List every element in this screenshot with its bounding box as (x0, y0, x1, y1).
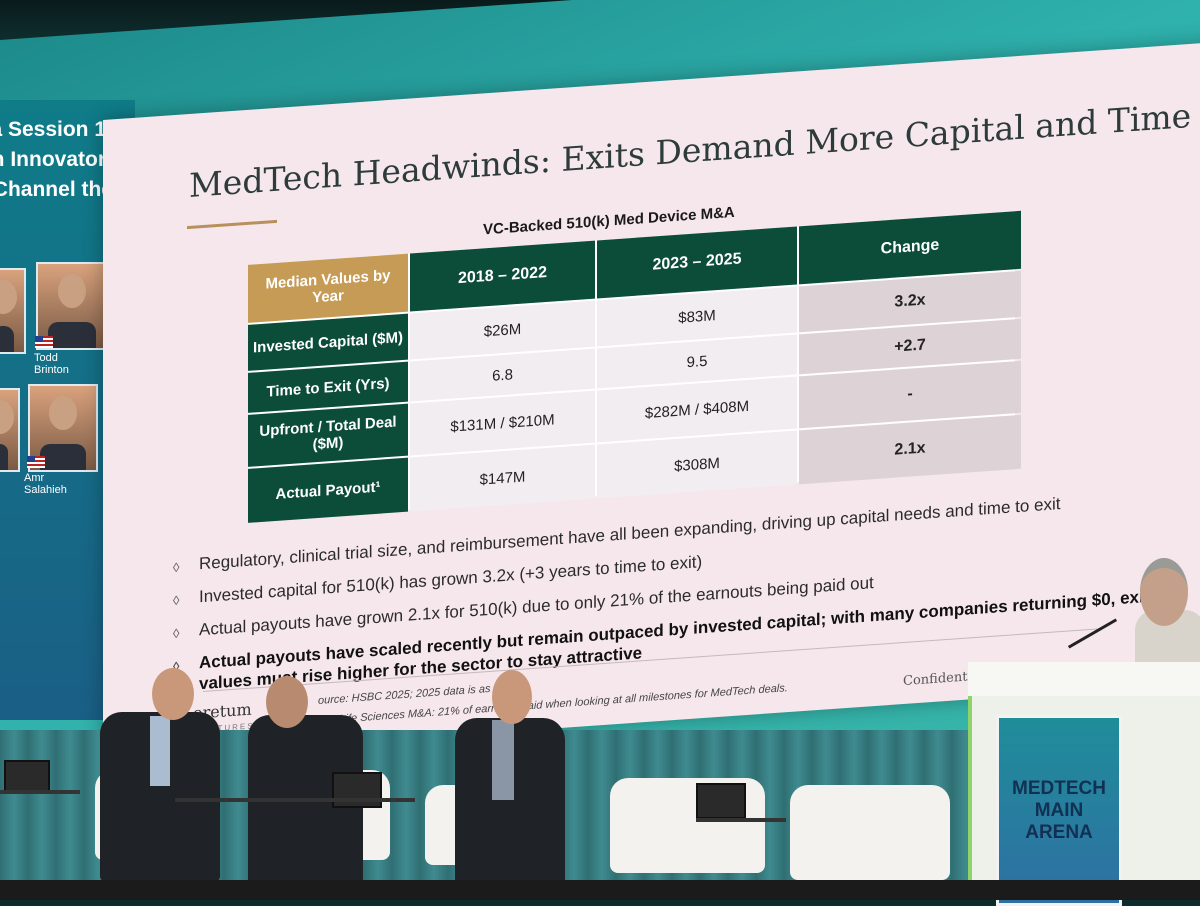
side-table (696, 818, 786, 822)
slide-title: MedTech Headwinds: Exits Demand More Cap… (189, 95, 1192, 205)
us-flag-icon (35, 336, 53, 348)
us-flag-icon (27, 456, 45, 468)
bullet-icon: ◊ (173, 559, 180, 576)
ma-table: Median Values by Year 2018 – 2022 2023 –… (248, 210, 1021, 523)
stage-floor (0, 880, 1200, 900)
panelist-shirt (492, 720, 514, 800)
podium-sign-line-2: MAIN (1034, 799, 1084, 821)
panelist-head (152, 668, 194, 720)
speaker-name-amr: Amr Salahieh (24, 472, 67, 496)
panelist-head (492, 670, 532, 724)
panelist-shirt (150, 716, 170, 786)
speaker-head (1140, 558, 1188, 626)
row-header-actual-payout: Actual Payout¹ (248, 457, 408, 523)
row-header-upfront-total-deal: Upfront / Total Deal ($M) (248, 403, 408, 467)
session-title-line-1: ena Session 1: (0, 118, 113, 141)
session-title-line-2: e an Innovator: (0, 148, 113, 171)
speaker-name-todd: Todd Brinton (34, 352, 69, 376)
table-corner-header: Median Values by Year (248, 253, 408, 323)
podium-sign-line-1: MEDTECH (1012, 777, 1106, 799)
table-cell: $308M (597, 430, 797, 499)
panel-chair (790, 785, 950, 880)
title-underline (187, 219, 277, 230)
bullet-icon: ◊ (173, 625, 180, 642)
confidence-monitor (696, 783, 746, 819)
panelist-head (266, 676, 308, 728)
speaker-photo (0, 388, 20, 472)
podium-top (968, 662, 1200, 696)
podium-sign: MEDTECH MAIN ARENA (996, 715, 1122, 906)
side-table (175, 798, 415, 802)
presentation-slide: MedTech Headwinds: Exits Demand More Cap… (103, 41, 1200, 761)
side-table (0, 790, 80, 794)
table-cell: $147M (410, 444, 595, 512)
podium-sign-line-3: ARENA (1025, 821, 1093, 843)
speaker-photo (0, 268, 26, 354)
confidence-monitor (4, 760, 50, 794)
confidence-monitor (332, 772, 382, 808)
column-header-2018-2022: 2018 – 2022 (410, 240, 595, 312)
session-title-line-3: , Channel the (0, 178, 113, 201)
bullet-icon: ◊ (173, 592, 180, 609)
